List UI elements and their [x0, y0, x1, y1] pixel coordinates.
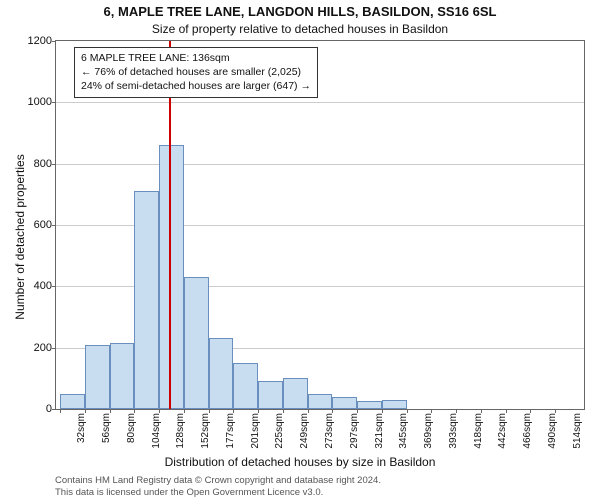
- y-tick-label: 0: [12, 403, 52, 415]
- x-tick-mark: [481, 409, 482, 413]
- chart-info-box: 6 MAPLE TREE LANE: 136sqm ← 76% of detac…: [74, 47, 318, 98]
- x-tick-label: 80sqm: [126, 413, 137, 443]
- histogram-bar: [184, 277, 209, 409]
- x-tick-label: 128sqm: [175, 413, 186, 449]
- x-tick-mark: [382, 409, 383, 413]
- histogram-bar: [110, 343, 135, 409]
- histogram-bar: [357, 401, 382, 409]
- x-tick-label: 177sqm: [225, 413, 236, 449]
- x-tick-mark: [407, 409, 408, 413]
- x-tick-mark: [555, 409, 556, 413]
- histogram-bar: [283, 378, 308, 409]
- x-tick-mark: [85, 409, 86, 413]
- x-tick-mark: [159, 409, 160, 413]
- x-tick-mark: [233, 409, 234, 413]
- x-tick-mark: [530, 409, 531, 413]
- x-tick-label: 225sqm: [274, 413, 285, 449]
- x-tick-label: 393sqm: [448, 413, 459, 449]
- x-tick-label: 369sqm: [423, 413, 434, 449]
- info-box-line1: 6 MAPLE TREE LANE: 136sqm: [81, 51, 311, 65]
- x-tick-label: 490sqm: [547, 413, 558, 449]
- x-tick-mark: [184, 409, 185, 413]
- histogram-bar: [233, 363, 258, 409]
- histogram-bar: [60, 394, 85, 409]
- x-tick-mark: [60, 409, 61, 413]
- x-tick-mark: [258, 409, 259, 413]
- chart-plot-area: 02004006008001000120032sqm56sqm80sqm104s…: [55, 40, 585, 410]
- histogram-bar: [332, 397, 357, 409]
- histogram-bar: [85, 345, 110, 409]
- y-tick-mark: [52, 409, 56, 410]
- page-title-sub: Size of property relative to detached ho…: [0, 22, 600, 36]
- y-tick-mark: [52, 348, 56, 349]
- y-tick-label: 600: [12, 219, 52, 231]
- x-axis-label: Distribution of detached houses by size …: [0, 455, 600, 469]
- y-tick-label: 1200: [12, 35, 52, 47]
- info-box-line2: ← 76% of detached houses are smaller (2,…: [81, 65, 311, 79]
- x-tick-label: 514sqm: [572, 413, 583, 449]
- x-tick-label: 273sqm: [324, 413, 335, 449]
- histogram-bar: [209, 338, 234, 409]
- x-tick-label: 201sqm: [250, 413, 261, 449]
- x-tick-label: 152sqm: [200, 413, 211, 449]
- x-tick-mark: [456, 409, 457, 413]
- page-title-main: 6, MAPLE TREE LANE, LANGDON HILLS, BASIL…: [0, 4, 600, 19]
- x-tick-label: 321sqm: [374, 413, 385, 449]
- x-tick-mark: [431, 409, 432, 413]
- x-tick-label: 56sqm: [101, 413, 112, 443]
- footer-copyright-line2: This data is licensed under the Open Gov…: [55, 487, 595, 498]
- y-tick-label: 800: [12, 158, 52, 170]
- footer-copyright-line1: Contains HM Land Registry data © Crown c…: [55, 475, 595, 486]
- histogram-bar: [258, 381, 283, 409]
- chart-gridline: [56, 164, 584, 165]
- x-tick-label: 297sqm: [349, 413, 360, 449]
- x-tick-label: 442sqm: [497, 413, 508, 449]
- x-tick-mark: [357, 409, 358, 413]
- histogram-bar: [134, 191, 159, 409]
- histogram-bar: [382, 400, 407, 409]
- x-tick-label: 466sqm: [522, 413, 533, 449]
- x-tick-label: 345sqm: [398, 413, 409, 449]
- x-tick-mark: [506, 409, 507, 413]
- y-tick-label: 400: [12, 280, 52, 292]
- x-tick-mark: [308, 409, 309, 413]
- x-tick-label: 249sqm: [299, 413, 310, 449]
- y-tick-mark: [52, 225, 56, 226]
- x-tick-mark: [209, 409, 210, 413]
- y-tick-mark: [52, 164, 56, 165]
- x-tick-mark: [283, 409, 284, 413]
- x-tick-label: 104sqm: [151, 413, 162, 449]
- y-tick-mark: [52, 102, 56, 103]
- y-tick-label: 1000: [12, 96, 52, 108]
- histogram-bar: [308, 394, 333, 409]
- x-tick-label: 418sqm: [473, 413, 484, 449]
- histogram-bar: [159, 145, 184, 409]
- y-tick-label: 200: [12, 342, 52, 354]
- y-tick-mark: [52, 41, 56, 42]
- x-tick-mark: [110, 409, 111, 413]
- info-box-line3: 24% of semi-detached houses are larger (…: [81, 79, 311, 93]
- x-tick-label: 32sqm: [76, 413, 87, 443]
- y-tick-mark: [52, 286, 56, 287]
- x-tick-mark: [332, 409, 333, 413]
- x-tick-mark: [134, 409, 135, 413]
- chart-gridline: [56, 102, 584, 103]
